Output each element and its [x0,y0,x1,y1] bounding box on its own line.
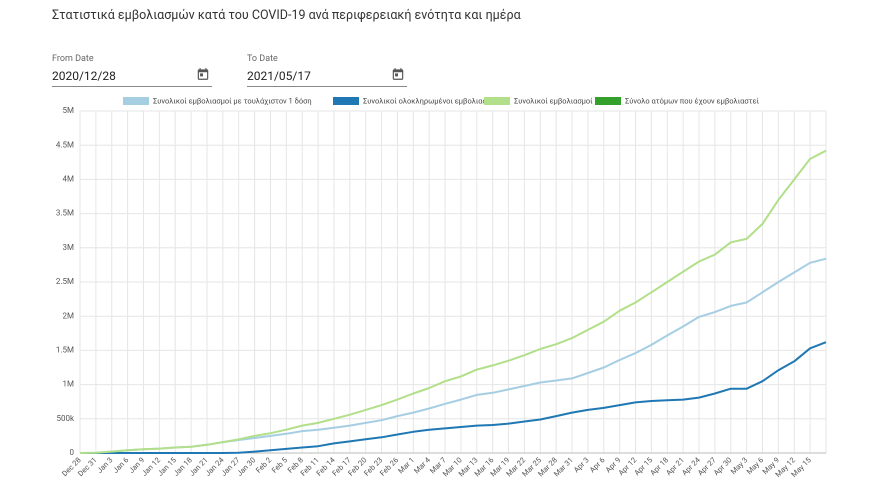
legend-swatch [123,97,149,105]
from-date-label: From Date [52,54,94,64]
x-tick-label: Feb 8 [286,455,305,474]
legend-label: Συνολικοί εμβολιασμοί [514,96,593,105]
page-title: Στατιστικά εμβολιασμών κατά του COVID-19… [52,8,521,23]
x-tick-label: Jan 27 [219,455,241,477]
from-date-value: 2020/12/28 [52,69,116,83]
legend-label: Σύνολο ατόμων που έχουν εμβολιαστεί [625,96,760,105]
y-tick-label: 500k [56,414,74,423]
x-tick-label: Jan 12 [140,455,162,477]
x-tick-label: Apr 30 [712,455,734,477]
x-tick-label: Feb 14 [314,455,337,478]
x-tick-label: May 9 [761,455,782,476]
x-tick-label: Dec 31 [76,455,99,478]
x-tick-label: Feb 26 [378,455,400,477]
x-tick-label: May 3 [729,455,750,476]
x-tick-label: Mar 10 [441,455,464,478]
x-tick-label: Mar 13 [457,455,480,478]
from-date-field[interactable]: From Date 2020/12/28 [52,52,212,87]
y-tick-label: 3.5M [56,209,74,218]
x-tick-label: Jan 3 [95,455,114,474]
x-tick-label: Feb 2 [254,455,273,474]
x-tick-label: Mar 25 [520,455,543,478]
y-tick-label: 5M [63,106,74,115]
x-tick-label: Feb 11 [299,455,321,477]
x-tick-label: Feb 20 [346,455,368,477]
x-tick-label: Apr 3 [572,455,591,474]
x-tick-label: Dec 28 [60,455,83,478]
x-tick-label: May 15 [789,455,813,479]
x-tick-label: Mar 4 [412,455,433,476]
to-date-label: To Date [247,54,278,64]
x-tick-label: Feb 5 [270,455,289,474]
y-tick-label: 3M [63,243,74,252]
legend-swatch [333,97,359,105]
x-tick-label: Mar 22 [504,455,527,478]
series-line [79,257,827,454]
x-tick-label: Apr 12 [616,455,638,477]
x-tick-label: Feb 23 [362,455,384,477]
series-line [79,149,827,454]
legend-label: Συνολικοί εμβολιασμοί με τουλάχιστον 1 δ… [153,96,312,105]
y-tick-label: 4.5M [56,140,74,149]
x-tick-label: Apr 18 [648,455,670,477]
x-tick-label: Jan 9 [127,455,146,474]
x-tick-label: Apr 9 [604,455,623,474]
legend-swatch [484,97,510,105]
x-tick-label: Apr 15 [632,455,654,477]
x-tick-label: Mar 28 [536,455,559,478]
calendar-icon[interactable] [196,67,210,81]
legend-swatch [595,97,621,105]
x-tick-label: Jan 18 [172,455,194,477]
y-tick-label: 1M [63,380,74,389]
to-date-field[interactable]: To Date 2021/05/17 [247,52,407,87]
x-tick-label: Jan 21 [187,455,209,477]
x-tick-label: Jan 15 [156,455,178,477]
x-tick-label: Apr 24 [680,455,702,477]
x-tick-label: Apr 21 [664,455,686,477]
legend-label: Συνολικοί ολοκληρωμένοι εμβολιασμοί [363,96,498,105]
y-tick-label: 4M [63,175,74,184]
y-tick-label: 0 [70,448,75,457]
to-date-value: 2021/05/17 [247,69,311,83]
x-tick-label: May 12 [773,455,797,479]
x-tick-label: Mar 7 [428,455,448,475]
x-tick-label: Mar 31 [552,455,575,478]
x-tick-label: Jan 24 [203,455,226,478]
x-tick-label: Feb 17 [330,455,352,477]
x-tick-label: Apr 27 [696,455,718,477]
series-line [80,341,827,454]
x-tick-label: Jan 6 [111,455,130,474]
y-tick-label: 2M [63,311,74,320]
x-tick-label: Mar 19 [488,455,511,478]
x-tick-label: Apr 6 [588,455,607,474]
calendar-icon[interactable] [391,67,405,81]
y-tick-label: 1.5M [56,346,74,355]
x-tick-label: Mar 1 [396,455,416,475]
x-tick-label: Mar 16 [473,455,496,478]
y-tick-label: 2.5M [56,277,74,286]
x-tick-label: May 6 [745,455,766,476]
x-tick-label: Jan 30 [235,455,257,477]
